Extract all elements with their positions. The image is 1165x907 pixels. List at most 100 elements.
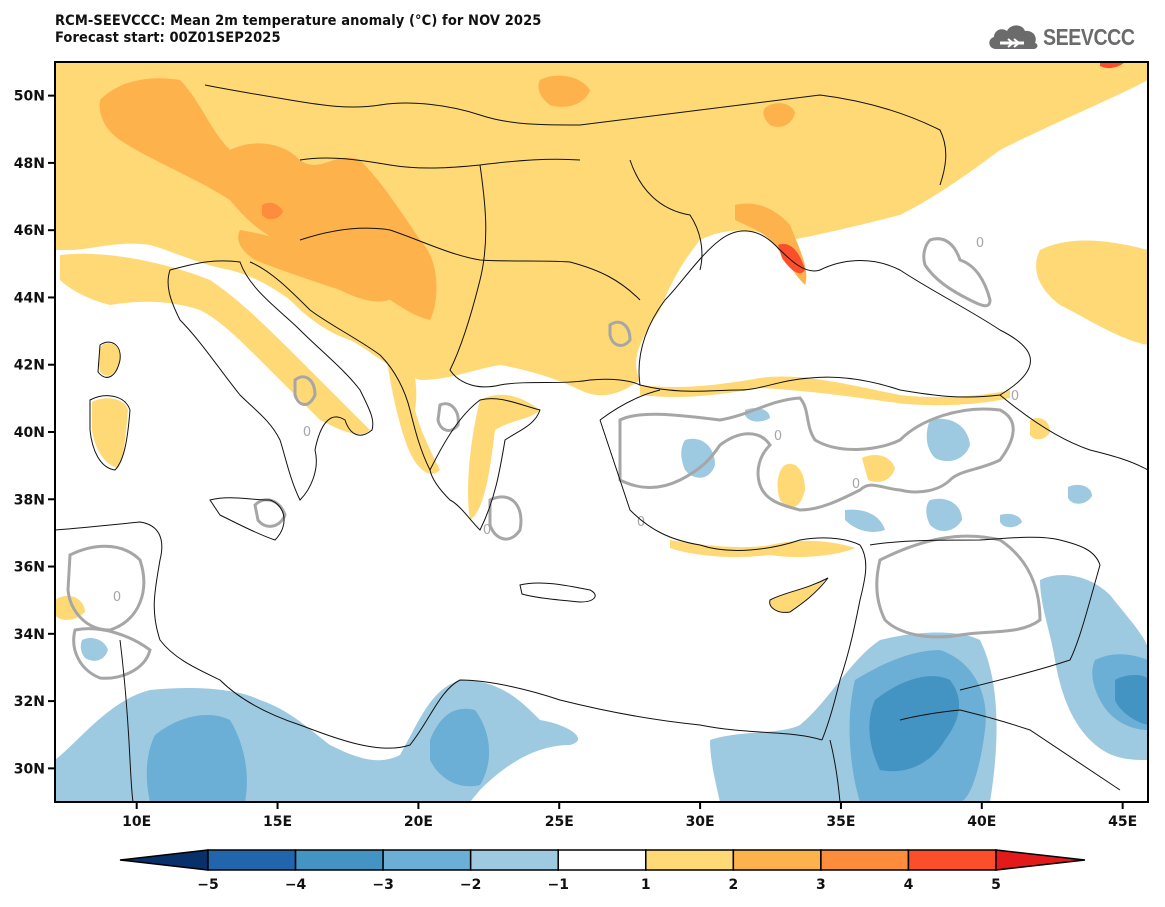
colorbar-label: −2 (460, 877, 481, 893)
y-tick-label: 36N (14, 560, 45, 576)
chart-title: RCM-SEEVCCC: Mean 2m temperature anomaly… (55, 13, 542, 29)
contour-label: 0 (976, 236, 984, 251)
zero-contour (72, 627, 152, 680)
colorbar-segment (469, 849, 559, 871)
colorbar-label: 1 (641, 877, 651, 893)
x-tick-label: 45E (1108, 814, 1137, 830)
x-tick-label: 35E (826, 814, 855, 830)
colorbar-label: 5 (991, 877, 1001, 893)
y-tick-label: 40N (14, 425, 45, 441)
border (204, 84, 581, 126)
chart-subtitle: Forecast start: 00Z01SEP2025 (55, 30, 281, 46)
anomaly-region-m2to-m3-libya-west (146, 715, 247, 802)
y-tick-label: 30N (14, 761, 45, 777)
contour-label: 0 (852, 477, 860, 492)
zero-contour (875, 534, 1042, 639)
x-tick-label: 25E (545, 814, 574, 830)
anomaly-region-m1to-m2-anatolia-6 (1068, 484, 1092, 504)
colorbar-extend-low (119, 849, 209, 871)
coastline-sardinia (89, 395, 131, 471)
contour-label: 0 (637, 515, 645, 530)
anomaly-region-m1to-m2-anatolia-2 (926, 418, 970, 462)
coastline-corsica (97, 341, 121, 378)
anomaly-region-1to2-italy (60, 253, 370, 435)
colorbar-segment (294, 849, 384, 871)
border (579, 94, 947, 186)
y-tick-label: 50N (14, 89, 45, 105)
coastline-italy (167, 260, 374, 501)
coastline-adriatic-east (249, 261, 431, 471)
x-tick-label: 10E (122, 814, 151, 830)
border (299, 227, 641, 301)
coastline-cyprus (769, 577, 829, 613)
coastline-turkey (599, 389, 861, 551)
border (899, 709, 1121, 791)
colorbar-label: −5 (197, 877, 218, 893)
anomaly-region-1to2-corsica (98, 343, 121, 376)
anomaly-region-m1to-m2-anatolia-3 (926, 498, 962, 532)
anomaly-region-2to3-ukraine-blob (763, 103, 795, 127)
border (119, 639, 134, 802)
coastline-sicily (209, 497, 285, 541)
y-tick-label: 38N (14, 492, 45, 508)
coastline-north-africa (55, 521, 823, 749)
colorbar-label: 4 (904, 877, 914, 893)
coastline-crete (519, 582, 596, 603)
contour-label: 0 (303, 425, 311, 440)
anomaly-region-m1to-m2-tunisia (80, 638, 108, 661)
colorbar: −5 −4 −3 −2 −1 1 2 3 4 5 (119, 849, 1086, 893)
zero-contour (436, 402, 460, 432)
anomaly-region-2to3-germany (99, 78, 437, 321)
logo-text: SEEVCCC (1043, 23, 1135, 50)
y-tick-label: 34N (14, 627, 45, 643)
colorbar-segment (820, 849, 910, 871)
zero-contour (488, 495, 523, 541)
colorbar-label: −3 (372, 877, 393, 893)
anomaly-region-1to2-north (55, 62, 1148, 396)
colorbar-label: −1 (547, 877, 568, 893)
border (299, 157, 581, 169)
colorbar-extend-high (995, 849, 1086, 871)
anomaly-region-1to2-turkey-north-coast (640, 376, 1010, 406)
anomaly-region-m3to-m4-iraq (1115, 675, 1148, 725)
anomaly-region-m1to-m2-anatolia-4 (845, 509, 885, 532)
axes: 10E 15E 20E 25E 30E 35E 40E 45E 30N 32N 34N 36N 38N 4… (14, 89, 1137, 830)
border (829, 739, 841, 802)
zero-contour (618, 396, 1015, 512)
contour-label: 0 (1011, 389, 1019, 404)
coastline-black-sea (638, 230, 1031, 398)
x-tick-label: 40E (967, 814, 996, 830)
chart-title-block: RCM-SEEVCCC: Mean 2m temperature anomaly… (55, 13, 541, 47)
colorbar-label: −4 (285, 877, 307, 893)
contour-label: 0 (483, 523, 491, 538)
anomaly-region-1to2-anatolia-3 (1030, 418, 1050, 440)
anomaly-region-1to2-anatolia-2 (862, 455, 895, 482)
colorbar-segment (557, 849, 647, 871)
coastlines-and-borders (55, 84, 1148, 802)
anomaly-region-1to2-balkan-coast (385, 330, 440, 474)
zero-contours (66, 237, 1042, 680)
anomaly-region-1to2-greece (468, 394, 540, 520)
zero-contour (608, 320, 632, 347)
colorbar-segment (907, 849, 997, 871)
anomaly-region-2to3-croatia (238, 230, 400, 302)
x-tick-label: 20E (404, 814, 433, 830)
border (869, 536, 1101, 691)
x-tick-label: 30E (686, 814, 715, 830)
colorbar-segment (382, 849, 472, 871)
anomaly-region-2to3-poland-blob (538, 75, 590, 107)
y-tick-label: 44N (14, 290, 45, 306)
coastline-levant (821, 544, 867, 741)
anomaly-region-1to2-cyprus (770, 580, 825, 613)
zero-contour (922, 237, 992, 308)
border (999, 394, 1148, 471)
seevccc-logo: SEEVCCC (986, 22, 1151, 52)
colorbar-segment (732, 849, 822, 871)
colorbar-label: 3 (816, 877, 826, 893)
zero-contour (293, 375, 317, 406)
anomaly-region-m2to-m3-libya-east (430, 708, 490, 787)
anomaly-region-1to2-east-turkey-blob (1036, 240, 1148, 345)
coastline-greece (429, 398, 541, 531)
y-tick-label: 46N (14, 223, 45, 239)
